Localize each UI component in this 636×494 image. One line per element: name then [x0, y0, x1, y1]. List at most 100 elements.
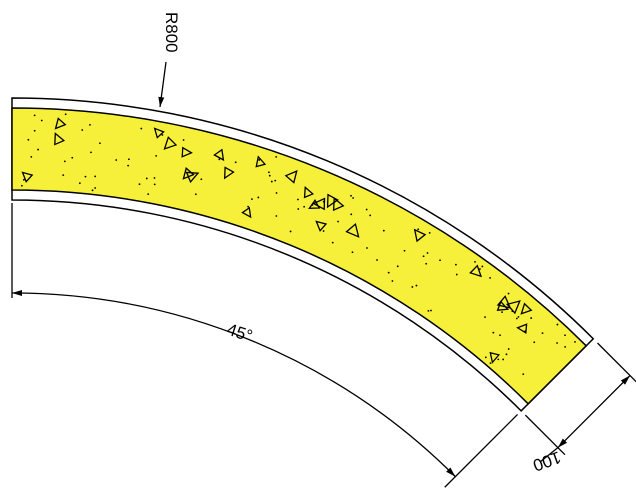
dot — [258, 159, 261, 161]
dot — [182, 139, 185, 141]
dot — [127, 164, 130, 167]
dot — [489, 362, 492, 365]
dot — [91, 189, 94, 192]
dot — [311, 204, 314, 206]
dot — [484, 356, 487, 359]
dot — [194, 193, 197, 196]
aggregate — [469, 264, 483, 278]
dot — [274, 179, 277, 182]
dot — [27, 138, 30, 141]
dot — [322, 230, 325, 232]
aggregate — [181, 146, 193, 158]
dot — [297, 198, 299, 201]
dot — [417, 228, 420, 231]
angle-label: 45° — [225, 320, 255, 346]
dot — [474, 260, 476, 263]
radius-leader — [158, 61, 167, 108]
dot — [366, 247, 368, 249]
dot — [530, 317, 533, 319]
dot — [439, 259, 441, 262]
aggregate — [505, 300, 521, 315]
dot — [89, 123, 91, 126]
angle-dimension — [11, 290, 456, 478]
dot — [140, 127, 143, 130]
dot — [564, 345, 567, 348]
dot — [455, 263, 457, 266]
extension-line — [597, 342, 636, 383]
dot — [81, 129, 84, 131]
dot — [71, 156, 74, 159]
dot — [22, 178, 25, 181]
dot — [350, 194, 352, 197]
aggregate — [496, 295, 512, 309]
dot — [153, 177, 156, 179]
dot — [352, 197, 355, 199]
dot — [484, 316, 486, 318]
aggregate — [182, 167, 195, 180]
dot — [161, 134, 164, 136]
aggregate — [284, 170, 298, 184]
dot — [511, 310, 514, 313]
aggregate — [332, 196, 345, 212]
dot — [155, 154, 158, 157]
dot — [90, 151, 92, 154]
dot — [556, 323, 559, 326]
aggregate — [345, 222, 360, 238]
dot — [115, 159, 118, 161]
dot — [376, 259, 378, 261]
aggregate — [520, 302, 533, 315]
dot — [94, 187, 97, 189]
aggregate — [153, 127, 165, 139]
dot — [78, 182, 81, 185]
dot — [94, 175, 97, 178]
dot — [481, 265, 484, 268]
extension-line — [524, 414, 566, 456]
dot — [127, 158, 130, 161]
aggregate — [223, 166, 235, 180]
dot — [337, 220, 339, 223]
dot — [365, 208, 368, 211]
aggregate — [326, 193, 339, 209]
dot — [153, 183, 156, 186]
dot — [422, 255, 425, 258]
dot — [350, 213, 353, 216]
dot — [556, 342, 559, 344]
dot — [63, 160, 66, 163]
aggregate — [413, 228, 427, 243]
dot — [289, 230, 292, 233]
dot — [515, 317, 518, 320]
dot — [275, 192, 278, 194]
dot — [331, 241, 334, 244]
dot — [428, 231, 431, 234]
dot — [138, 183, 141, 186]
thickness-leader — [539, 447, 559, 463]
dot — [37, 148, 39, 151]
dot — [426, 252, 429, 254]
dot — [382, 229, 385, 232]
dot — [270, 180, 273, 183]
dot — [303, 205, 306, 208]
aggregate — [241, 206, 252, 219]
dot — [411, 286, 414, 288]
dot — [455, 273, 458, 276]
aggregate — [303, 186, 315, 199]
dot — [522, 373, 525, 376]
dot — [234, 161, 237, 164]
dot — [391, 280, 394, 282]
dot — [396, 265, 399, 268]
dot — [430, 309, 432, 312]
dot — [541, 332, 544, 335]
dot — [147, 193, 150, 196]
dimensions — [11, 61, 636, 488]
dot — [492, 331, 495, 334]
dot — [200, 178, 203, 181]
dot — [574, 341, 576, 343]
thickness-dimension — [557, 375, 631, 449]
dot — [275, 155, 278, 158]
dot — [507, 292, 510, 295]
dot — [218, 158, 221, 161]
aggregate-pattern — [20, 113, 576, 376]
dot — [517, 315, 520, 318]
dot — [247, 205, 250, 208]
